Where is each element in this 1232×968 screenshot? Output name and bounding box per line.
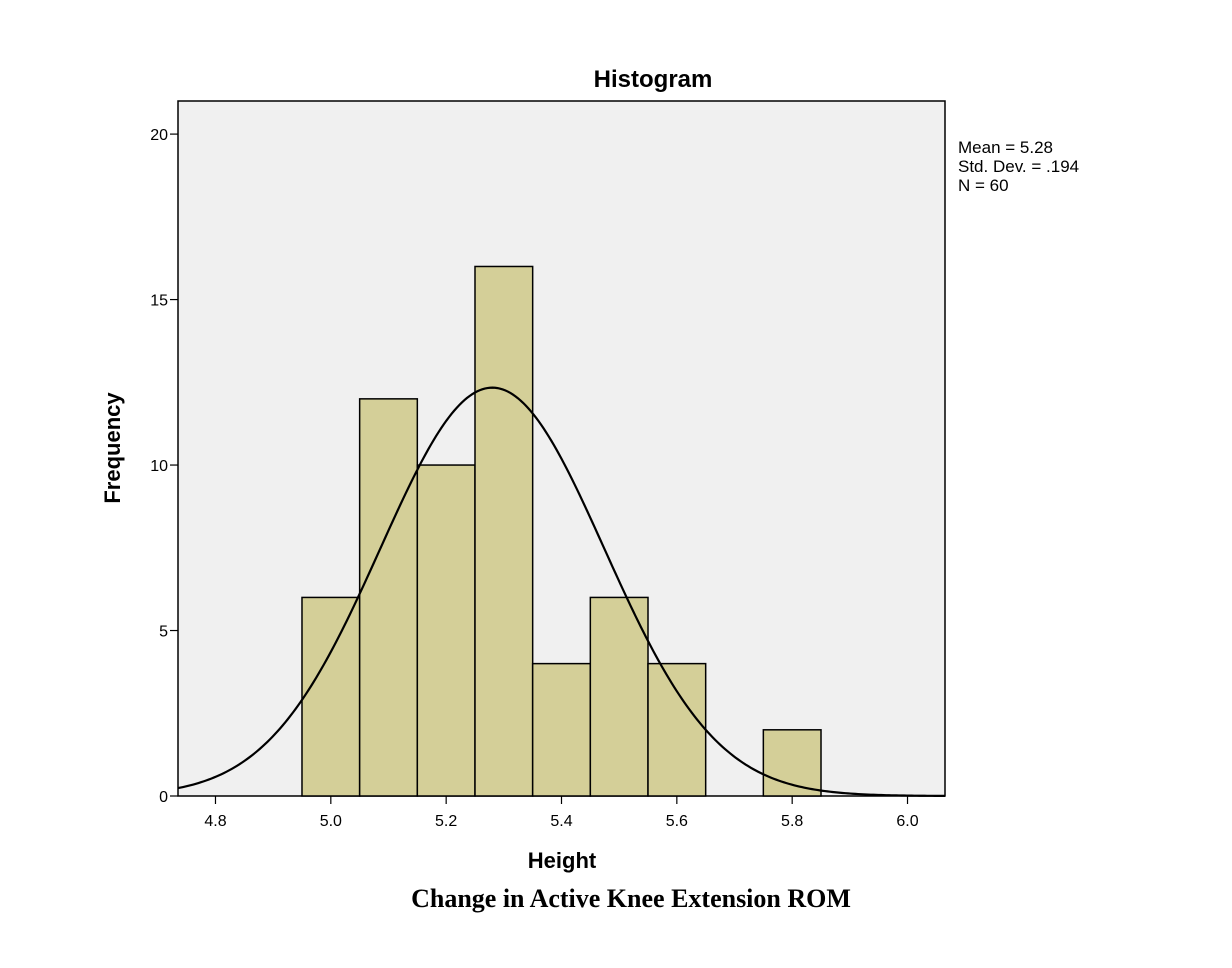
x-tick-label: 5.4 [550,813,572,830]
x-tick-label: 5.0 [320,813,342,830]
histogram-bar-2 [358,398,419,797]
stats-n: N = 60 [958,176,1009,195]
x-axis-label: Height [528,848,597,873]
x-tick-label: 6.0 [896,813,918,830]
histogram-bar-3 [416,464,476,797]
y-axis: 0 5 10 15 20 [150,127,178,806]
stats-mean: Mean = 5.28 [958,138,1053,157]
histogram-bar-6 [589,596,649,797]
figure-caption: Change in Active Knee Extension ROM [411,884,851,913]
histogram-bar-5 [531,662,592,797]
histogram-bar-1 [301,596,361,797]
y-axis-label: Frequency [100,392,125,504]
histogram-bar-4 [474,265,534,797]
y-tick-label: 5 [159,624,168,641]
x-tick-label: 4.8 [204,813,226,830]
x-tick-label: 5.2 [435,813,457,830]
x-tick-label: 5.8 [781,813,803,830]
stats-std-dev: Std. Dev. = .194 [958,157,1079,176]
histogram-bars [301,265,822,797]
y-tick-label: 20 [150,127,168,144]
y-tick-label: 0 [159,789,168,806]
histogram-bar-9 [762,729,822,797]
normal-curve [177,386,946,797]
x-tick-label: 5.6 [666,813,688,830]
histogram-bar-7 [647,662,707,797]
y-tick-label: 10 [150,458,168,475]
x-axis: 4.8 5.0 5.2 5.4 5.6 5.8 6.0 [204,796,919,830]
y-tick-label: 15 [150,293,168,310]
chart-title: Histogram [594,66,713,93]
